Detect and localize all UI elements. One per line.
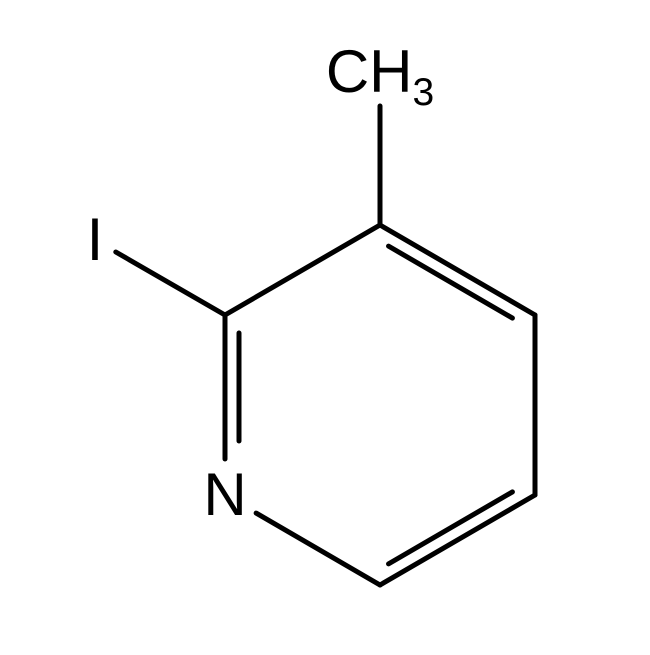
molecule-diagram: N I CH3 <box>0 0 650 650</box>
atom-label-n1: N <box>203 465 246 525</box>
atom-label-me: CH3 <box>326 42 434 102</box>
atom-label-i: I <box>87 210 104 270</box>
